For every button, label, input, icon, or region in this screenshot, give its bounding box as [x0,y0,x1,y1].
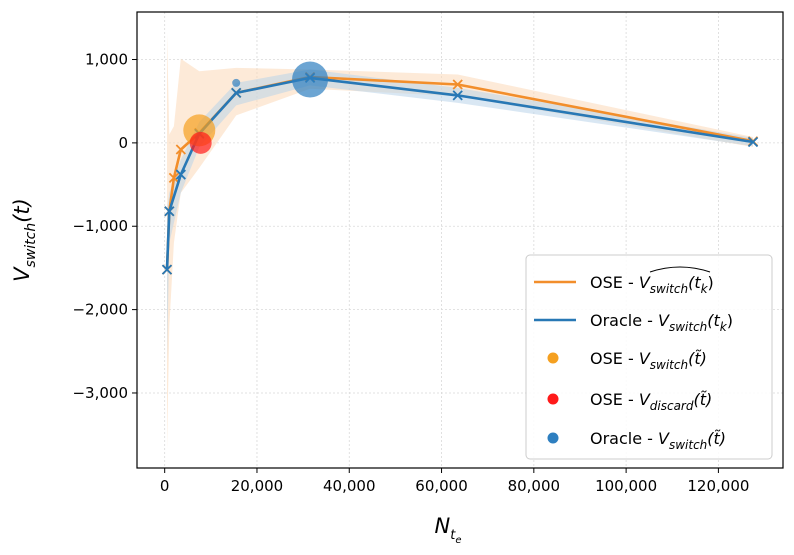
series-marker-1 [164,206,175,217]
confidence-bands [167,32,753,450]
series-marker-1 [175,169,186,180]
x-axis-title: Nte [435,514,462,546]
series-marker-0 [168,172,180,184]
legend-hat [649,266,711,273]
series-line-1 [165,76,754,270]
series-marker-1 [747,136,759,148]
x-tick-label: 60,000 [415,477,468,495]
series-marker-0 [452,79,463,90]
series-marker-1 [161,264,173,275]
highlight-point-2 [292,61,329,98]
legend: OSE - Vswitch(tk) Oracle - Vswitch(tk) OSE… [525,254,773,460]
x-tick-label: 80,000 [508,477,561,495]
x-axis-ticks: 0 20,000 40,000 60,000 80,000 100,000 120,000 [160,468,749,495]
series-marker-1 [452,90,463,101]
y-tick-label: 1,000 [85,51,128,69]
y-tick-label: 0 [118,134,128,152]
series-marker-1 [231,87,242,98]
legend-label: OSE - Vdiscard(t̃) [590,390,712,413]
confidence-band-0 [167,32,753,450]
confidence-band-1 [167,69,753,360]
x-tick-label: 100,000 [595,477,657,495]
x-tick-label: 40,000 [323,477,376,495]
legend-label: OSE - Vswitch(tk) [590,273,714,296]
y-tick-label: −1,000 [72,217,128,235]
y-axis-title: Vswitch(t) [10,198,39,282]
highlight-points [183,61,329,154]
legend-label: Oracle - Vswitch(t̃) [590,429,726,452]
x-tick-label: 20,000 [231,477,284,495]
highlight-point-3 [232,78,241,87]
highlight-point-1 [189,131,212,154]
legend-dot-swatch [547,352,559,364]
x-tick-label: 0 [160,477,170,495]
legend-label: OSE - Vswitch(t̃) [590,349,707,372]
x-tick-label: 120,000 [687,477,749,495]
legend-dot-swatch [547,432,559,444]
y-tick-label: −2,000 [72,301,128,319]
legend-dot-swatch [547,393,559,405]
plot-frame [136,11,784,469]
legend-label: Oracle - Vswitch(tk) [590,311,733,334]
legend-box [525,254,773,460]
y-axis-ticks: 1,000 0 −1,000 −2,000 −3,000 [72,51,137,402]
y-tick-label: −3,000 [72,384,128,402]
series-marker-0 [175,144,186,155]
